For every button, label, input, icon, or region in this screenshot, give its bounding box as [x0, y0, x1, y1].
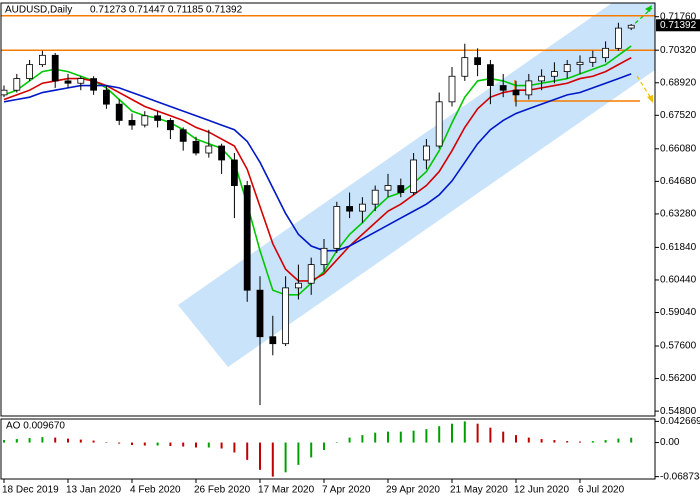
- current-price-label: 0.71392: [660, 20, 697, 31]
- candle-body: [435, 101, 443, 147]
- candle-body: [512, 89, 520, 96]
- candle-body: [384, 185, 392, 191]
- y-tick-label: 0.57600: [660, 341, 697, 352]
- candle-body: [179, 129, 187, 142]
- candle-body: [230, 159, 238, 186]
- candle-body: [166, 120, 174, 131]
- candle-body: [26, 64, 34, 79]
- candle-body: [205, 145, 213, 154]
- candle-body: [282, 287, 290, 345]
- y-tick-label: 0.64680: [660, 176, 697, 187]
- candle-body: [51, 54, 59, 82]
- candle-body: [77, 78, 85, 84]
- main-frame: [0, 2, 656, 417]
- x-tick-label: 26 Feb 2020: [194, 485, 251, 496]
- candle-body: [486, 64, 494, 86]
- range-box: [514, 80, 640, 102]
- candle-body: [551, 71, 558, 77]
- candle-body: [294, 282, 302, 289]
- y-tick-label: 0.63280: [660, 209, 697, 220]
- candle-body: [333, 206, 341, 249]
- candle-body: [371, 189, 379, 205]
- candle-body: [141, 115, 149, 126]
- candle-body: [192, 140, 200, 154]
- ohlc-header: 0.71273 0.71447 0.71185 0.71392: [90, 5, 243, 16]
- y-tick-label: 0.71760: [660, 11, 697, 22]
- candle-body: [218, 145, 226, 161]
- moving-average: [3, 73, 632, 252]
- candle-body: [474, 57, 482, 66]
- candle-body: [103, 89, 110, 105]
- candle-body: [0, 89, 8, 96]
- y-tick-label: 0.042669: [660, 416, 700, 427]
- up-arrow-head: [645, 5, 652, 12]
- candle-body: [358, 203, 366, 212]
- candle-body: [525, 80, 533, 96]
- x-tick-label: 4 Feb 2020: [130, 485, 181, 496]
- candle-body: [422, 145, 430, 161]
- candle-body: [243, 185, 251, 291]
- down-arrow-head: [647, 95, 653, 103]
- candle-body: [269, 336, 277, 345]
- y-tick-label: 0.59040: [660, 307, 697, 318]
- y-tick-label: 0.00: [660, 437, 680, 448]
- candle-body: [307, 264, 315, 284]
- candle-body: [602, 47, 609, 59]
- y-tick-label: 0.70320: [660, 45, 697, 56]
- y-tick-label: 0.67520: [660, 110, 697, 121]
- candle-body: [128, 120, 136, 126]
- candle-body: [615, 27, 622, 49]
- candle-body: [627, 24, 635, 29]
- candle-body: [64, 80, 72, 84]
- candle-body: [589, 57, 597, 63]
- ao-title: AO 0.009670: [6, 421, 65, 432]
- chart-title: AUDUSD,Daily: [5, 5, 72, 16]
- candle-body: [538, 75, 545, 82]
- x-tick-label: 17 Mar 2020: [258, 485, 315, 496]
- candle-body: [13, 78, 21, 91]
- x-tick-label: 7 Apr 2020: [322, 485, 371, 496]
- candle-body: [448, 75, 456, 103]
- y-tick-label: 0.56200: [660, 373, 697, 384]
- y-tick-label: -0.068734: [660, 471, 700, 482]
- y-tick-label: 0.68920: [660, 77, 697, 88]
- x-tick-label: 13 Jan 2020: [66, 485, 121, 496]
- candle-body: [410, 159, 418, 193]
- candle-body: [320, 247, 328, 266]
- ao-frame: [0, 418, 656, 480]
- candle-body: [115, 103, 123, 121]
- y-tick-label: 0.60440: [660, 275, 697, 286]
- down-arrow: [636, 75, 653, 101]
- candle-body: [499, 85, 507, 91]
- candle-body: [346, 206, 354, 212]
- candle-body: [39, 54, 46, 66]
- up-arrow: [629, 7, 653, 29]
- x-tick-label: 6 Jul 2020: [578, 485, 625, 496]
- x-tick-label: 18 Dec 2019: [2, 485, 59, 496]
- x-tick-label: 29 Apr 2020: [386, 485, 440, 496]
- y-tick-label: 0.61840: [660, 242, 697, 253]
- y-tick-label: 0.66080: [660, 143, 697, 154]
- y-tick-label: 0.54800: [660, 406, 697, 417]
- candle-body: [90, 78, 97, 91]
- x-tick-label: 12 Jun 2020: [514, 485, 569, 496]
- x-tick-label: 21 May 2020: [450, 485, 508, 496]
- candle-body: [397, 185, 405, 193]
- current-price-box: [656, 19, 700, 32]
- candle-body: [461, 57, 469, 77]
- candle-body: [576, 61, 584, 66]
- candle-body: [256, 289, 264, 338]
- candle-body: [154, 115, 162, 121]
- candle-body: [563, 64, 571, 73]
